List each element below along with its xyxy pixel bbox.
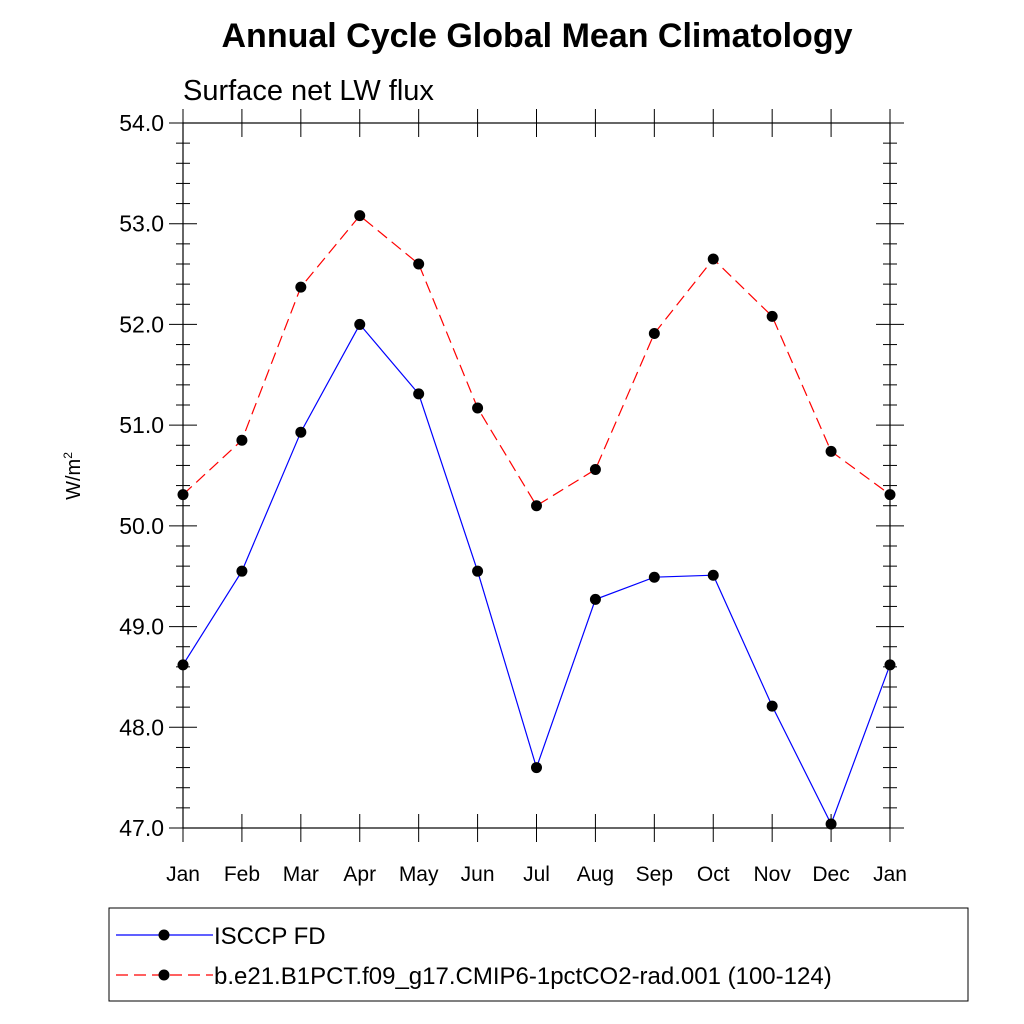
x-tick-label: Jun (461, 863, 495, 886)
series-2-point (589, 463, 601, 475)
plot-frame (182, 122, 891, 829)
y-tick-label: 47.0 (119, 815, 164, 841)
series-1-point (413, 388, 425, 400)
x-tick-label: Jul (523, 863, 550, 886)
series-1-point (295, 426, 307, 438)
series-2-point (766, 310, 778, 322)
x-tick-label: Dec (812, 863, 849, 886)
series-1-point (707, 569, 719, 581)
series-2-point (413, 258, 425, 270)
x-tick-label: Mar (283, 863, 319, 886)
legend: ISCCP FD b.e21.B1PCT.f09_g17.CMIP6-1pctCO… (108, 907, 969, 1002)
x-tick-label: May (399, 863, 439, 886)
series-1-point (589, 593, 601, 605)
series-2-point (236, 434, 248, 446)
chart-subtitle: Surface net LW flux (183, 75, 434, 107)
legend-marker-2 (158, 969, 170, 981)
series-2-point (354, 210, 366, 222)
series-1-point (766, 700, 778, 712)
axis-ticks: 47.0 48.0 49.0 50.0 51.0 52.0 53.0 54.0 Jan Feb Ma… (119, 109, 907, 886)
chart-title: Annual Cycle Global Mean Climatology (222, 17, 853, 55)
series-1-point (472, 565, 484, 577)
legend-box (108, 907, 969, 1002)
series-2-point (825, 445, 837, 457)
y-tick-label: 49.0 (119, 614, 164, 640)
y-axis-label-superscript: 2 (61, 452, 75, 459)
series-2-point (472, 402, 484, 414)
series-1-point (648, 571, 660, 583)
x-tick-label: Aug (577, 863, 614, 886)
series-1-point (236, 565, 248, 577)
series-layer (177, 210, 896, 830)
series-line-1 (182, 323, 891, 826)
series-line-2 (182, 214, 891, 507)
y-tick-label: 48.0 (119, 714, 164, 740)
series-2-point (648, 327, 660, 339)
series-2-point (295, 281, 307, 293)
series-1-point (531, 762, 542, 774)
legend-label-1: ISCCP FD (214, 923, 326, 950)
x-tick-label: Feb (224, 863, 260, 886)
series-1-point (354, 318, 366, 330)
y-tick-label: 50.0 (119, 513, 164, 539)
series-2-point (707, 253, 719, 265)
y-tick-label: 51.0 (119, 412, 164, 438)
y-tick-label: 52.0 (119, 311, 164, 337)
legend-marker-1 (158, 929, 170, 941)
y-axis-label-text: W/m (63, 459, 85, 500)
x-tick-label: Nov (753, 863, 791, 886)
x-tick-label: Jan (166, 863, 200, 886)
series-1-point (825, 818, 837, 830)
x-tick-label: Sep (636, 863, 673, 886)
x-tick-label: Jan (873, 863, 907, 886)
series-2-point (531, 500, 542, 512)
legend-label-2: b.e21.B1PCT.f09_g17.CMIP6-1pctCO2-rad.00… (214, 963, 832, 990)
y-tick-label: 54.0 (119, 110, 164, 136)
x-tick-label: Apr (343, 863, 376, 886)
x-tick-label: Oct (697, 863, 730, 886)
y-tick-label: 53.0 (119, 211, 164, 237)
y-axis-label: W/m2 (61, 452, 85, 500)
